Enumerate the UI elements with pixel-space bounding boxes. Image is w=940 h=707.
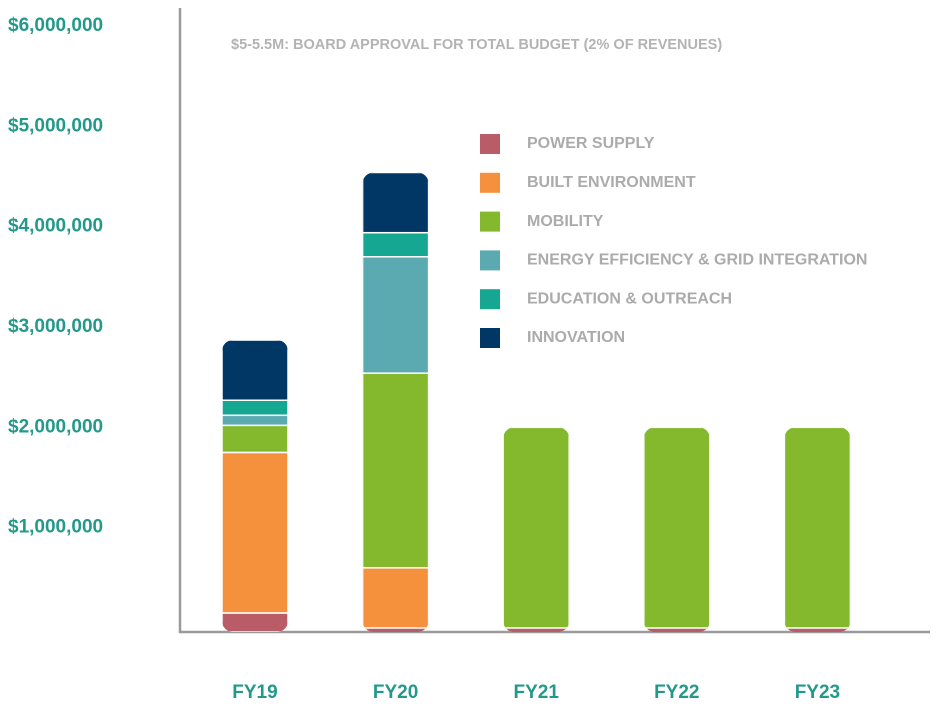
x-tick-label: FY19	[232, 682, 277, 703]
legend-swatch	[480, 289, 500, 310]
legend-label: INNOVATION	[527, 329, 625, 346]
bar-segment	[362, 372, 429, 569]
bar-segment	[643, 427, 710, 629]
bar-segment	[362, 628, 429, 632]
bar-stack	[643, 427, 710, 632]
bar-segment	[362, 231, 429, 258]
bar-segment	[222, 414, 288, 427]
y-tick-label: $4,000,000	[8, 216, 103, 237]
y-tick-label: $1,000,000	[8, 517, 103, 538]
bar-segment	[503, 628, 570, 632]
x-tick-label: FY21	[513, 682, 559, 703]
bar-segment	[222, 399, 288, 417]
legend-label: ENERGY EFFICIENCY & GRID INTEGRATION	[527, 252, 867, 269]
bar-segment	[222, 424, 288, 454]
bar-segment	[784, 427, 851, 629]
y-tick-label: $2,000,000	[8, 416, 103, 437]
x-tick-label: FY22	[654, 682, 699, 703]
bar-segment	[222, 612, 288, 632]
bar-segment	[784, 628, 851, 632]
bar-stack	[222, 340, 288, 632]
bar-stack	[503, 427, 570, 632]
annotation: $5-5.5M: BOARD APPROVAL FOR TOTAL BUDGET…	[231, 37, 722, 53]
x-tick-label: FY20	[373, 682, 418, 703]
legend-label: EDUCATION & OUTREACH	[527, 290, 732, 307]
legend-label: POWER SUPPLY	[527, 135, 655, 152]
bar-segment	[643, 628, 710, 632]
legend-label: MOBILITY	[527, 213, 604, 230]
bar-segment	[222, 340, 288, 401]
bar-segment	[362, 172, 429, 234]
y-tick-label: $3,000,000	[8, 316, 103, 337]
y-tick-label: $6,000,000	[8, 15, 103, 36]
bar-stack	[784, 427, 851, 632]
bar-segment	[362, 256, 429, 374]
legend-swatch	[480, 328, 500, 348]
bar-segment	[222, 451, 288, 614]
legend-swatch	[480, 211, 500, 232]
bar-segment	[362, 567, 429, 629]
x-tick-label: FY23	[795, 682, 840, 703]
bar-stack	[362, 172, 429, 632]
legend-swatch	[480, 134, 500, 154]
legend-swatch	[480, 172, 500, 193]
legend-swatch	[480, 250, 500, 271]
bar-segment	[503, 427, 570, 629]
legend-label: BUILT ENVIRONMENT	[527, 174, 696, 191]
y-tick-label: $5,000,000	[8, 115, 103, 136]
